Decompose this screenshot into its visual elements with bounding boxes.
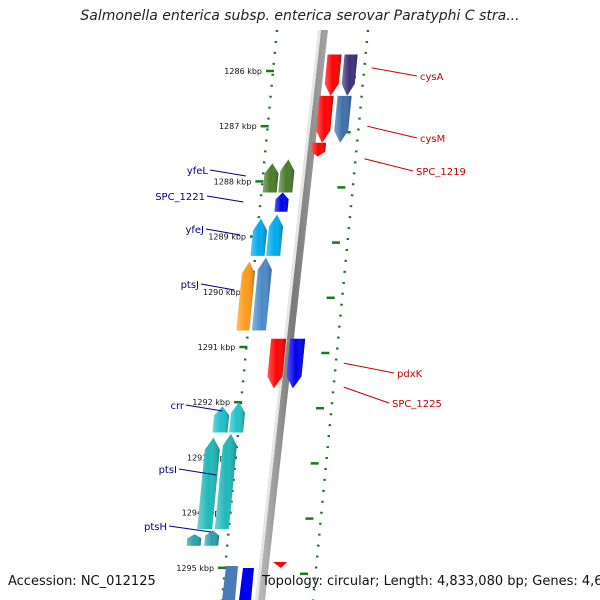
gene-name: pdxK: [397, 369, 423, 380]
tick-label: 1287 kbp: [219, 122, 257, 131]
gene-cog-arrow-shade[interactable]: [212, 406, 230, 433]
bottom-partial-features[interactable]: [222, 566, 254, 600]
tick-1287: 1287 kbp: [219, 122, 269, 131]
label-spc_1219: SPC_1219: [364, 158, 466, 178]
label-pdxk: pdxK: [343, 362, 423, 380]
gene-cysa[interactable]: [324, 54, 358, 96]
gene-cog-arrow-shade[interactable]: [311, 142, 327, 157]
label-yfel: yfeL: [187, 166, 246, 177]
gene-name: yfeJ: [185, 225, 204, 236]
gene-yfel[interactable]: [262, 159, 295, 193]
gene-cog-arrow-shade[interactable]: [197, 437, 220, 530]
tick-1292: 1292 kbp: [192, 398, 243, 407]
label-leader: [205, 228, 241, 236]
gene-name: cysM: [420, 134, 445, 145]
gene-arrow-shade[interactable]: [274, 192, 289, 212]
gene-arrow-shade[interactable]: [266, 214, 283, 256]
genome-backbone: [258, 30, 328, 600]
gene-name: yfeL: [187, 166, 209, 177]
label-leader: [209, 169, 246, 177]
gene-cog-arrow-shade[interactable]: [324, 54, 342, 96]
small-red-feature-marker[interactable]: [273, 562, 287, 568]
gene-cog-arrow-shade[interactable]: [262, 163, 279, 193]
gene-arrow-shade[interactable]: [214, 433, 237, 530]
gene-cog-arrow-shade[interactable]: [316, 95, 334, 143]
label-leader: [371, 67, 418, 77]
tick-label: 1288 kbp: [214, 177, 252, 186]
tick-1288: 1288 kbp: [214, 177, 264, 186]
label-leader: [168, 525, 212, 533]
partial-feature-blue[interactable]: [239, 568, 254, 600]
label-leader: [364, 158, 414, 172]
tick-1286: 1286 kbp: [224, 67, 274, 76]
tick-label: 1286 kbp: [224, 67, 262, 76]
gene-yfej[interactable]: [250, 214, 283, 256]
gene-cog-arrow-shade[interactable]: [250, 218, 267, 256]
gene-cog-arrow-shade[interactable]: [267, 338, 287, 389]
gene-arrow-shade[interactable]: [204, 530, 220, 546]
gene-ptsj[interactable]: [236, 257, 272, 331]
gene-features[interactable]: [186, 54, 358, 546]
gene-cog-arrow-shade[interactable]: [186, 534, 202, 546]
genome-summary-text: Topology: circular; Length: 4,833,080 bp…: [262, 574, 600, 589]
gene-arrow-shade[interactable]: [286, 338, 306, 389]
tick-1291: 1291 kbp: [198, 343, 248, 352]
label-leader: [178, 468, 217, 476]
label-leader: [343, 362, 395, 374]
gene-arrow-shade[interactable]: [251, 257, 272, 331]
label-leader: [185, 404, 223, 412]
gene-arrow-shade[interactable]: [341, 54, 358, 96]
gene-spc_1225[interactable]: [286, 338, 306, 389]
gene-name: SPC_1225: [392, 399, 442, 410]
tick-label: 1290 kbp: [203, 288, 241, 297]
right-dotted-ring: [311, 29, 370, 600]
label-yfej: yfeJ: [185, 225, 241, 236]
gene-crr[interactable]: [212, 402, 246, 433]
gene-name: ptsH: [144, 522, 167, 533]
gene-spc_1221[interactable]: [274, 192, 289, 212]
label-ptsi: ptsI: [159, 465, 217, 476]
label-crr: crr: [170, 401, 223, 412]
label-cysa: cysA: [371, 67, 444, 83]
gene-name: SPC_1219: [416, 167, 466, 178]
tick-label: 1291 kbp: [198, 343, 236, 352]
gene-name: ptsI: [159, 465, 177, 476]
label-leader: [367, 125, 418, 139]
gene-arrow-shade[interactable]: [229, 402, 246, 433]
label-leader: [343, 386, 390, 404]
genome-backbone-highlight: [255, 30, 321, 600]
tick-label: 1289 kbp: [208, 233, 246, 242]
label-ptsh: ptsH: [144, 522, 212, 533]
gene-cog-arrow-shade[interactable]: [236, 261, 255, 331]
gene-arrow-shade[interactable]: [278, 159, 295, 193]
tick-label: 1295 kbp: [176, 564, 214, 573]
partial-feature-blue-grey[interactable]: [222, 566, 238, 600]
gene-ptsi[interactable]: [197, 433, 237, 530]
gene-arrow-shade[interactable]: [334, 95, 352, 143]
gene-labels: cysA cysM SPC_1219 yfeL SPC_1221 yfeJ ptsJ pdxK…: [144, 67, 466, 533]
gene-spc_1219[interactable]: [311, 142, 327, 157]
label-spc_1225: SPC_1225: [343, 386, 442, 410]
label-cysm: cysM: [367, 125, 445, 145]
map-title: Salmonella enterica subsp. enterica sero…: [80, 8, 520, 24]
gene-name: crr: [170, 401, 184, 412]
gene-name: cysA: [420, 72, 444, 83]
gene-ptsh[interactable]: [186, 530, 220, 546]
label-leader: [206, 195, 244, 203]
gene-name: ptsJ: [181, 280, 199, 291]
label-ptsj: ptsJ: [181, 280, 235, 291]
tick-label: 1292 kbp: [192, 398, 230, 407]
gene-name: SPC_1221: [155, 192, 205, 203]
label-spc_1221: SPC_1221: [155, 192, 244, 203]
gene-cysm[interactable]: [316, 95, 352, 143]
tick-1295: 1295 kbp: [176, 564, 227, 573]
accession-text: Accession: NC_012125: [8, 574, 156, 589]
label-leader: [200, 283, 235, 291]
gene-pdxk[interactable]: [267, 338, 287, 389]
